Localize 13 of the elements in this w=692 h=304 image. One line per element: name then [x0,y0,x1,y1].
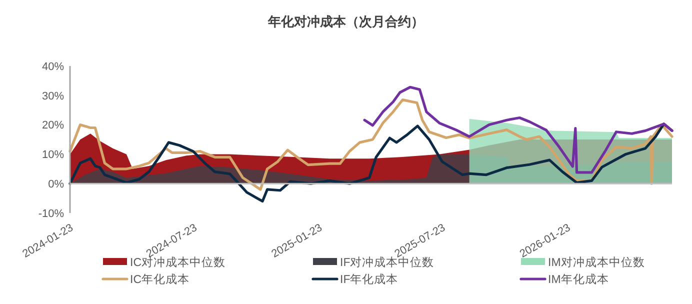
legend-label: IC对冲成本中位数 [130,256,226,270]
legend-label: IF对冲成本中位数 [340,256,434,270]
y-tick-label: 0% [48,178,64,190]
y-tick-label: 20% [42,120,64,132]
y-tick-label: 30% [42,90,64,102]
legend-label: IM年化成本 [548,273,609,286]
legend-label: IF年化成本 [340,273,398,286]
chart-title: 年化对冲成本（次月合约） [267,14,424,29]
legend-label: IM对冲成本中位数 [548,256,645,270]
y-tick-label: 10% [42,149,64,162]
y-tick-label: -10% [38,208,64,220]
y-tick-label: 40% [42,60,64,73]
legend-label: IC年化成本 [130,273,190,286]
